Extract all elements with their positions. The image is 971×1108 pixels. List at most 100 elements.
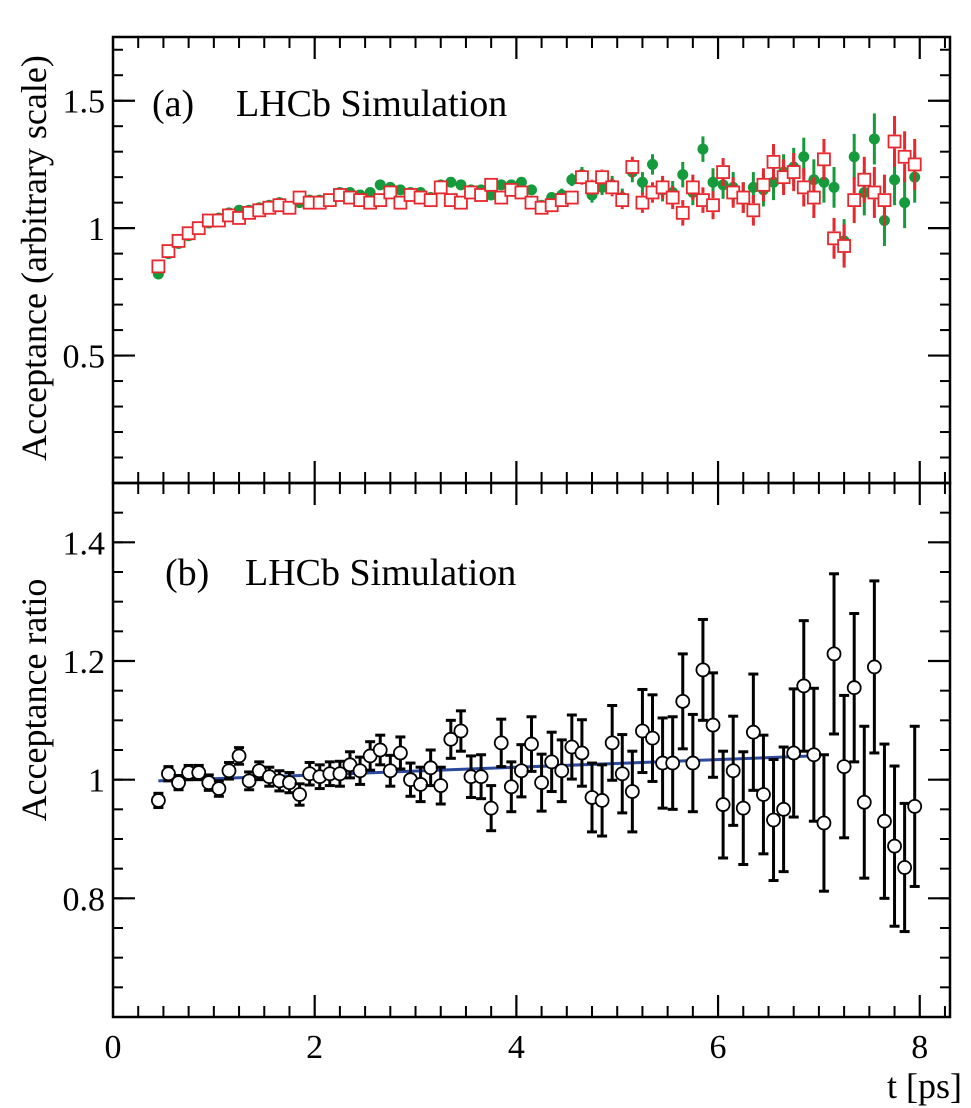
panel-b-point-open-circle — [483, 800, 499, 816]
panel-b-point-open-circle — [282, 775, 297, 791]
panel-b-point-open-circle — [715, 797, 731, 812]
panel-a-data-marks — [151, 113, 922, 280]
panel-b-ticks: 0.8 1 1.2 1.4 0 2 4 6 8 — [63, 483, 950, 1066]
panel-b-point-open-circle — [866, 659, 882, 675]
panel-a-point-open-square — [827, 231, 841, 246]
panel-b-point-open-circle — [372, 742, 388, 758]
panel-a-point-open-square — [373, 193, 388, 208]
panel-b-point-open-circle — [241, 773, 257, 789]
panel-a: 0.5 1 1.5 (a) LHCb Simulation Acceptance (… — [14, 35, 952, 485]
panel-b-point-open-circle — [413, 777, 428, 792]
panel-b-y-tick-label: 1.2 — [63, 644, 106, 681]
panel-a-point-open-square — [847, 193, 862, 208]
panel-a-point-filled-circle — [394, 184, 406, 196]
x-tick-label: 4 — [508, 1029, 525, 1066]
panel-b-point-open-circle — [816, 815, 832, 831]
panel-b-point-open-circle — [897, 860, 913, 875]
panel-b-point-open-circle — [473, 769, 489, 785]
panel-a-point-open-square — [655, 180, 670, 195]
panel-b-point-open-circle — [836, 759, 852, 775]
panel-b-point-open-circle — [503, 779, 519, 795]
panel-b-point-open-circle — [796, 678, 812, 694]
panel-a-point-open-square — [615, 193, 630, 208]
panel-b-point-open-circle — [433, 778, 449, 793]
panel-a-point-filled-circle — [828, 181, 840, 193]
panel-b-point-open-circle — [735, 800, 751, 816]
panel-a-point-open-square — [817, 152, 831, 167]
panel-b-point-open-circle — [806, 747, 822, 763]
panel-a-point-filled-circle — [647, 158, 659, 170]
panel-b-point-open-circle — [826, 646, 842, 662]
panel-a-point-open-square — [383, 185, 398, 200]
panel-a-point-open-square — [575, 170, 589, 185]
panel-b-point-open-circle — [877, 813, 892, 829]
panel-a-point-open-square — [685, 180, 700, 195]
panel-a-point-filled-circle — [707, 176, 719, 188]
panel-a-point-filled-circle — [697, 143, 709, 155]
panel-b-point-open-circle — [574, 745, 590, 761]
panel-a-point-open-square — [806, 190, 821, 205]
panel-a-point-filled-circle — [485, 189, 497, 201]
panel-a-point-filled-circle — [445, 176, 457, 188]
panel-b-point-open-circle — [776, 801, 792, 817]
panel-a-point-open-square — [484, 177, 499, 192]
panel-b-point-open-circle — [150, 793, 166, 808]
panel-b-point-open-circle — [604, 735, 620, 751]
panel-b-point-open-circle — [493, 735, 509, 751]
panel-a-point-filled-circle — [848, 151, 860, 163]
panel-b-point-open-circle — [544, 754, 560, 770]
panel-a-point-filled-circle — [798, 151, 810, 163]
panel-a-point-open-square — [585, 180, 599, 195]
panel-a-point-open-square — [716, 165, 731, 179]
panel-a-point-filled-circle — [495, 179, 507, 191]
panel-b-point-open-circle — [534, 775, 549, 791]
panel-a-point-open-square — [736, 190, 751, 205]
panel-a-point-filled-circle — [526, 184, 537, 196]
panel-a-y-tick-label: 1 — [88, 211, 105, 248]
panel-a-y-tick-label: 0.5 — [63, 339, 106, 376]
x-tick-label: 6 — [710, 1029, 727, 1066]
panel-b-y-axis-title: Acceptance ratio — [14, 579, 54, 822]
panel-b-data-marks — [150, 572, 923, 934]
panel-a-point-open-square — [837, 239, 852, 253]
panel-a-point-open-square — [595, 170, 609, 185]
panel-a-point-open-square — [605, 180, 620, 195]
panel-a-point-filled-circle — [515, 176, 527, 188]
panel-a-point-filled-circle — [364, 186, 376, 198]
panel-a-point-open-square — [857, 172, 872, 187]
panel-b-point-open-circle — [292, 787, 307, 802]
panel-b-point-open-circle — [221, 763, 237, 779]
panel-b-point-open-circle — [745, 724, 761, 740]
panel-a-point-open-square — [191, 221, 206, 236]
panel-a-point-open-square — [625, 160, 640, 174]
panel-a-point-open-square — [474, 188, 488, 202]
panel-a-point-open-square — [867, 185, 882, 200]
panel-b-point-open-circle — [554, 763, 570, 779]
panel-a-point-open-square — [756, 177, 771, 192]
x-tick-label: 0 — [105, 1029, 122, 1066]
panel-b-point-open-circle — [675, 693, 691, 709]
panel-a-point-filled-circle — [899, 197, 911, 209]
panel-a-point-open-square — [564, 190, 579, 205]
panel-b-point-open-circle — [624, 784, 640, 799]
panel-b-point-open-circle — [635, 723, 650, 739]
panel-a-point-open-square — [897, 149, 912, 164]
panel-a-label: (a) — [152, 83, 194, 125]
panel-a-point-open-square — [786, 165, 801, 179]
panel-b-point-open-circle — [382, 763, 398, 779]
panel-b-point-open-circle — [685, 755, 701, 771]
panel-a-point-open-square — [675, 205, 690, 220]
panel-b-y-tick-label: 0.8 — [63, 881, 106, 918]
panel-a-point-open-square — [746, 203, 761, 218]
panel-a-point-open-square — [796, 180, 811, 195]
panel-b-point-open-circle — [766, 812, 781, 828]
panel-a-point-open-square — [494, 190, 509, 205]
panel-a-point-open-square — [282, 200, 297, 215]
panel-b-point-open-circle — [231, 748, 247, 764]
panel-a-point-open-square — [423, 193, 438, 208]
panel-b-title: LHCb Simulation — [245, 552, 516, 594]
panel-a-point-open-square — [393, 195, 408, 210]
panel-b-point-open-circle — [524, 736, 539, 752]
panel-a-point-filled-circle — [636, 176, 648, 188]
